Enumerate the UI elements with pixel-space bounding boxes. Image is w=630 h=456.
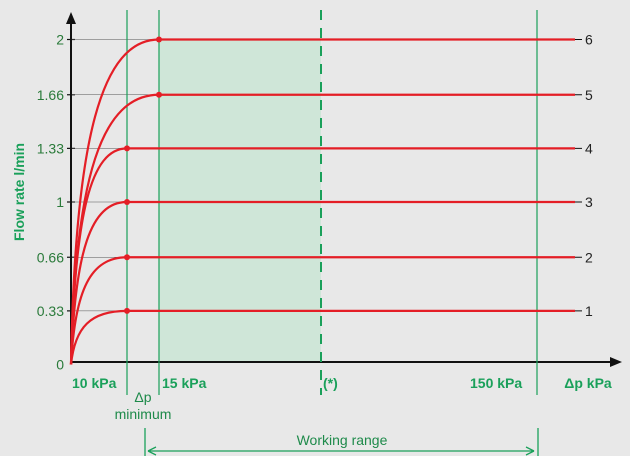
x-axis-arrow bbox=[610, 357, 622, 367]
series-label: 5 bbox=[585, 87, 593, 103]
y-tick-label: 1 bbox=[56, 194, 64, 210]
x-axis-title: Δp kPa bbox=[564, 375, 612, 391]
series-point bbox=[124, 145, 130, 152]
y-tick-label: 1.33 bbox=[37, 140, 64, 156]
y-tick-label: 0.66 bbox=[37, 249, 64, 265]
series-curve bbox=[69, 309, 128, 365]
y-tick-label: 0 bbox=[56, 357, 64, 373]
y-axis-arrow bbox=[66, 12, 76, 24]
working-range-arrow-head-left-a bbox=[147, 446, 157, 452]
y-tick-label: 1.66 bbox=[37, 87, 64, 103]
working-range-arrow-head-right-a bbox=[525, 446, 535, 452]
working-range-arrow-head-left-b bbox=[147, 450, 157, 456]
series-point bbox=[156, 36, 162, 43]
x-marker-label: 15 kPa bbox=[162, 375, 207, 391]
series-label: 1 bbox=[585, 303, 593, 319]
dp-minimum-label-line1: Δp bbox=[134, 389, 151, 405]
working-range-label: Working range bbox=[297, 432, 388, 448]
series-label: 2 bbox=[585, 249, 593, 265]
y-axis-title: Flow rate l/min bbox=[11, 143, 27, 241]
series-point bbox=[124, 307, 130, 314]
x-marker-label: 10 kPa bbox=[72, 375, 117, 391]
series-point bbox=[124, 254, 130, 261]
series-curve bbox=[69, 93, 160, 365]
y-tick-label: 0.33 bbox=[37, 303, 64, 319]
series-point bbox=[124, 199, 130, 205]
x-marker-label: 150 kPa bbox=[470, 375, 522, 391]
series-label: 6 bbox=[585, 32, 593, 48]
series-point bbox=[156, 91, 162, 98]
series-curve bbox=[69, 38, 160, 365]
series-curve bbox=[69, 200, 128, 365]
dp-minimum-label-line2: minimum bbox=[115, 406, 172, 422]
series-label: 3 bbox=[585, 194, 593, 210]
series-label: 4 bbox=[585, 140, 593, 156]
working-range-arrow-head-right-b bbox=[525, 450, 535, 456]
y-tick-label: 2 bbox=[56, 32, 64, 48]
x-marker-label: (*) bbox=[323, 375, 338, 391]
